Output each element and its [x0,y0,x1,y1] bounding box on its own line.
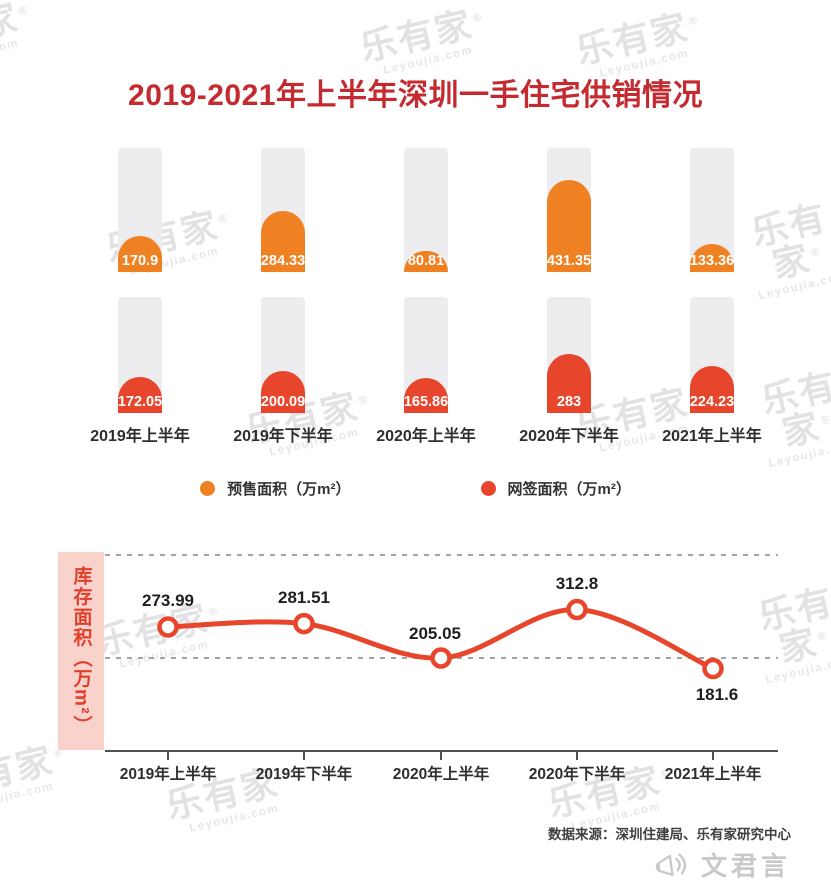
signed-bar: 283 [547,354,591,413]
legend-label-presale: 预售面积（万m²） [227,481,351,498]
legend-label-signed: 网签面积（万m²） [507,481,631,498]
data-point-marker [293,612,315,635]
line-category-label: 2020年上半年 [392,766,490,783]
presale-bar: 133.36 [689,243,735,272]
bar-value-label: 170.9 [121,253,159,269]
bar-track: 224.23 [690,297,734,413]
legend-dot-presale [200,481,216,496]
signed-bar: 172.05 [118,377,162,413]
bar-track: 284.33 [261,148,305,272]
presale-bar: 170.9 [118,235,162,272]
bar-track: 172.05 [118,297,162,413]
bar-track: 170.9 [118,148,162,272]
bar-category-label: 2020年下半年 [519,428,619,445]
data-source: 数据来源：深圳住建局、乐有家研究中心 [548,827,791,842]
line-value-label: 281.51 [278,587,330,607]
data-point-marker [157,616,179,638]
legend-dot-signed [480,481,496,496]
bar-category-label: 2021年上半年 [662,428,762,445]
line-category-label: 2020年下半年 [528,766,626,783]
data-point-marker [566,598,588,621]
bar-value-label: 200.09 [260,394,306,410]
publisher-logo: 文君言 [653,846,791,883]
bar-value-label: 165.86 [403,394,449,410]
bar-track: 431.35 [547,148,591,272]
publisher-name: 文君言 [700,851,791,881]
megaphone-icon [655,852,687,876]
signed-bar: 200.09 [261,371,305,413]
bar-category-label: 2019年下半年 [233,428,333,445]
bar-value-label: 284.33 [260,253,306,269]
bar-value-label: 224.23 [689,394,735,410]
presale-bar: 431.35 [547,180,591,272]
line-value-label: 273.99 [142,590,194,610]
legend-item-presale: 预售面积（万m²） [200,478,351,499]
data-point-marker [702,657,724,680]
bar-value-label: 283 [556,394,582,410]
bar-category-label: 2019年上半年 [90,428,190,445]
bar-value-label: 172.05 [117,394,163,410]
line-category-label: 2021年上半年 [664,766,762,783]
presale-bar: 284.33 [261,211,305,272]
bar-value-label: 80.81 [407,253,445,269]
bar-track: 80.81 [404,148,448,272]
page-title: 2019-2021年上半年深圳一手住宅供销情况 [128,79,703,112]
presale-bar: 80.81 [404,251,448,272]
bar-track: 283 [547,297,591,413]
line-value-label: 181.6 [695,684,739,704]
bar-value-label: 133.36 [689,253,735,269]
data-point-marker [430,647,452,669]
line-value-label: 312.8 [555,573,599,593]
legend-item-signed: 网签面积（万m²） [480,478,631,499]
line-chart [105,554,778,760]
line-value-label: 205.05 [409,624,461,643]
bar-track: 133.36 [690,148,734,272]
legend: 预售面积（万m²） 网签面积（万m²） [0,478,831,499]
signed-bar: 224.23 [690,366,734,413]
bar-track: 200.09 [261,297,305,413]
bar-value-label: 431.35 [546,253,592,269]
signed-bar: 165.86 [404,378,448,413]
y-axis-label: 库存面积（万m²） [58,552,104,750]
bar-track: 165.86 [404,297,448,413]
line-category-label: 2019年上半年 [119,766,217,783]
bar-category-label: 2020年上半年 [376,428,476,445]
line-category-label: 2019年下半年 [255,766,353,783]
